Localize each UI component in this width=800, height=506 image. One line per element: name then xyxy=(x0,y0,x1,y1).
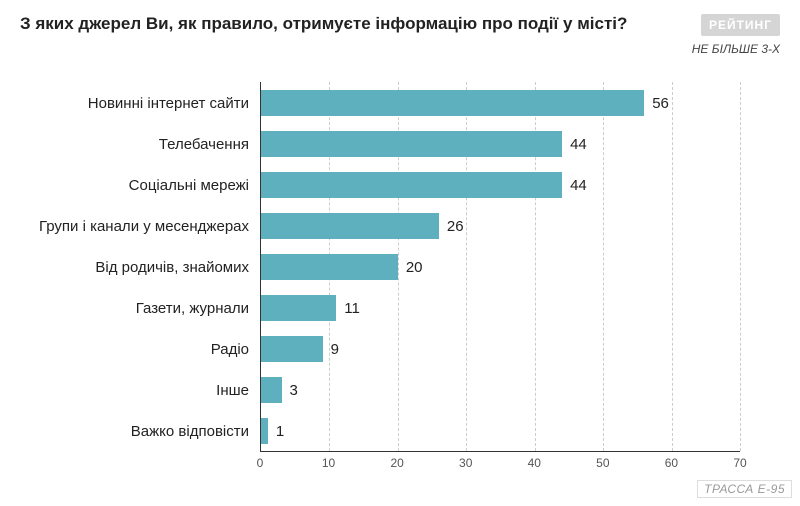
header-right: РЕЙТИНГ НЕ БІЛЬШЕ 3-Х xyxy=(692,14,780,56)
chart-subtitle: НЕ БІЛЬШЕ 3-Х xyxy=(692,42,780,56)
category-label: Групи і канали у месенджерах xyxy=(39,218,261,235)
value-label: 3 xyxy=(290,382,298,399)
x-tick-label: 0 xyxy=(257,456,264,470)
x-tick-label: 10 xyxy=(322,456,335,470)
x-tick-label: 30 xyxy=(459,456,472,470)
value-label: 56 xyxy=(652,95,669,112)
value-label: 1 xyxy=(276,423,284,440)
value-label: 44 xyxy=(570,136,587,153)
value-label: 11 xyxy=(344,300,360,317)
chart-title: З яких джерел Ви, як правило, отримуєте … xyxy=(20,14,627,34)
bar xyxy=(261,172,562,198)
rating-logo: РЕЙТИНГ xyxy=(701,14,780,36)
x-tick-label: 20 xyxy=(390,456,403,470)
bar-row: Важко відповісти1 xyxy=(261,418,740,444)
bar-row: Новинні інтернет сайти56 xyxy=(261,90,740,116)
category-label: Важко відповісти xyxy=(131,423,261,440)
bar xyxy=(261,213,439,239)
bar-row: Телебачення44 xyxy=(261,131,740,157)
value-label: 20 xyxy=(406,259,423,276)
category-label: Новинні інтернет сайти xyxy=(88,95,261,112)
bar-row: Газети, журнали11 xyxy=(261,295,740,321)
category-label: Інше xyxy=(216,382,261,399)
bar xyxy=(261,336,323,362)
bar xyxy=(261,254,398,280)
bar-row: Соціальні мережі44 xyxy=(261,172,740,198)
bar-row: Радіо9 xyxy=(261,336,740,362)
bar xyxy=(261,418,268,444)
bar-row: Від родичів, знайомих20 xyxy=(261,254,740,280)
chart-header: З яких джерел Ви, як правило, отримуєте … xyxy=(0,0,800,62)
category-label: Від родичів, знайомих xyxy=(95,259,261,276)
bar-row: Інше3 xyxy=(261,377,740,403)
x-tick-label: 40 xyxy=(528,456,541,470)
x-axis-ticks: 010203040506070 xyxy=(260,452,740,472)
category-label: Телебачення xyxy=(159,136,261,153)
category-label: Соціальні мережі xyxy=(129,177,261,194)
bar xyxy=(261,295,336,321)
category-label: Радіо xyxy=(211,341,261,358)
source-watermark: ТРАССА Е-95 xyxy=(697,480,792,498)
value-label: 26 xyxy=(447,218,464,235)
bar xyxy=(261,377,282,403)
chart-plot: Новинні інтернет сайти56 Телебачення44 Соц… xyxy=(260,82,740,452)
x-tick-label: 70 xyxy=(733,456,746,470)
x-tick-label: 50 xyxy=(596,456,609,470)
bar-row: Групи і канали у месенджерах26 xyxy=(261,213,740,239)
category-label: Газети, журнали xyxy=(136,300,261,317)
bar xyxy=(261,131,562,157)
value-label: 44 xyxy=(570,177,587,194)
gridline xyxy=(740,82,741,451)
x-tick-label: 60 xyxy=(665,456,678,470)
chart-area: Новинні інтернет сайти56 Телебачення44 Соц… xyxy=(260,82,740,482)
bar xyxy=(261,90,644,116)
value-label: 9 xyxy=(331,341,339,358)
